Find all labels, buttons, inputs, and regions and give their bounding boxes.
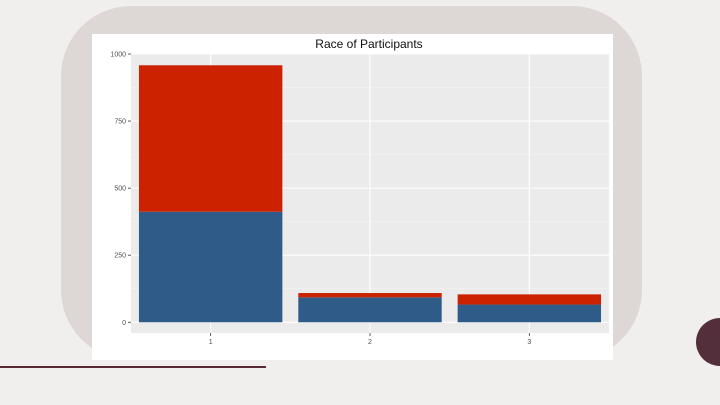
y-tick-label: 750 (114, 119, 126, 126)
chart-title: Race of Participants (315, 37, 422, 51)
chart-card: Race of Participants 0 250 500 750 1000 1 2 3 (92, 34, 613, 360)
bar-lower-2 (298, 297, 442, 323)
y-tick-label: 1000 (110, 52, 126, 59)
y-tick-label: 500 (114, 186, 126, 193)
x-tick-label: 2 (368, 339, 372, 346)
accent-circle (696, 318, 720, 366)
bar-lower-3 (457, 304, 602, 323)
y-tick-label: 0 (122, 320, 126, 327)
race-bar-chart: Race of Participants 0 250 500 750 1000 1 2 3 (110, 37, 609, 346)
x-tick-label: 3 (527, 339, 531, 346)
bar-lower-1 (138, 211, 283, 323)
bar-upper-3 (457, 294, 602, 305)
bar-upper-1 (138, 65, 283, 212)
y-tick-label: 250 (114, 253, 126, 260)
x-tick-label: 1 (209, 339, 213, 346)
accent-line (0, 366, 266, 368)
bar-upper-2 (298, 293, 442, 298)
